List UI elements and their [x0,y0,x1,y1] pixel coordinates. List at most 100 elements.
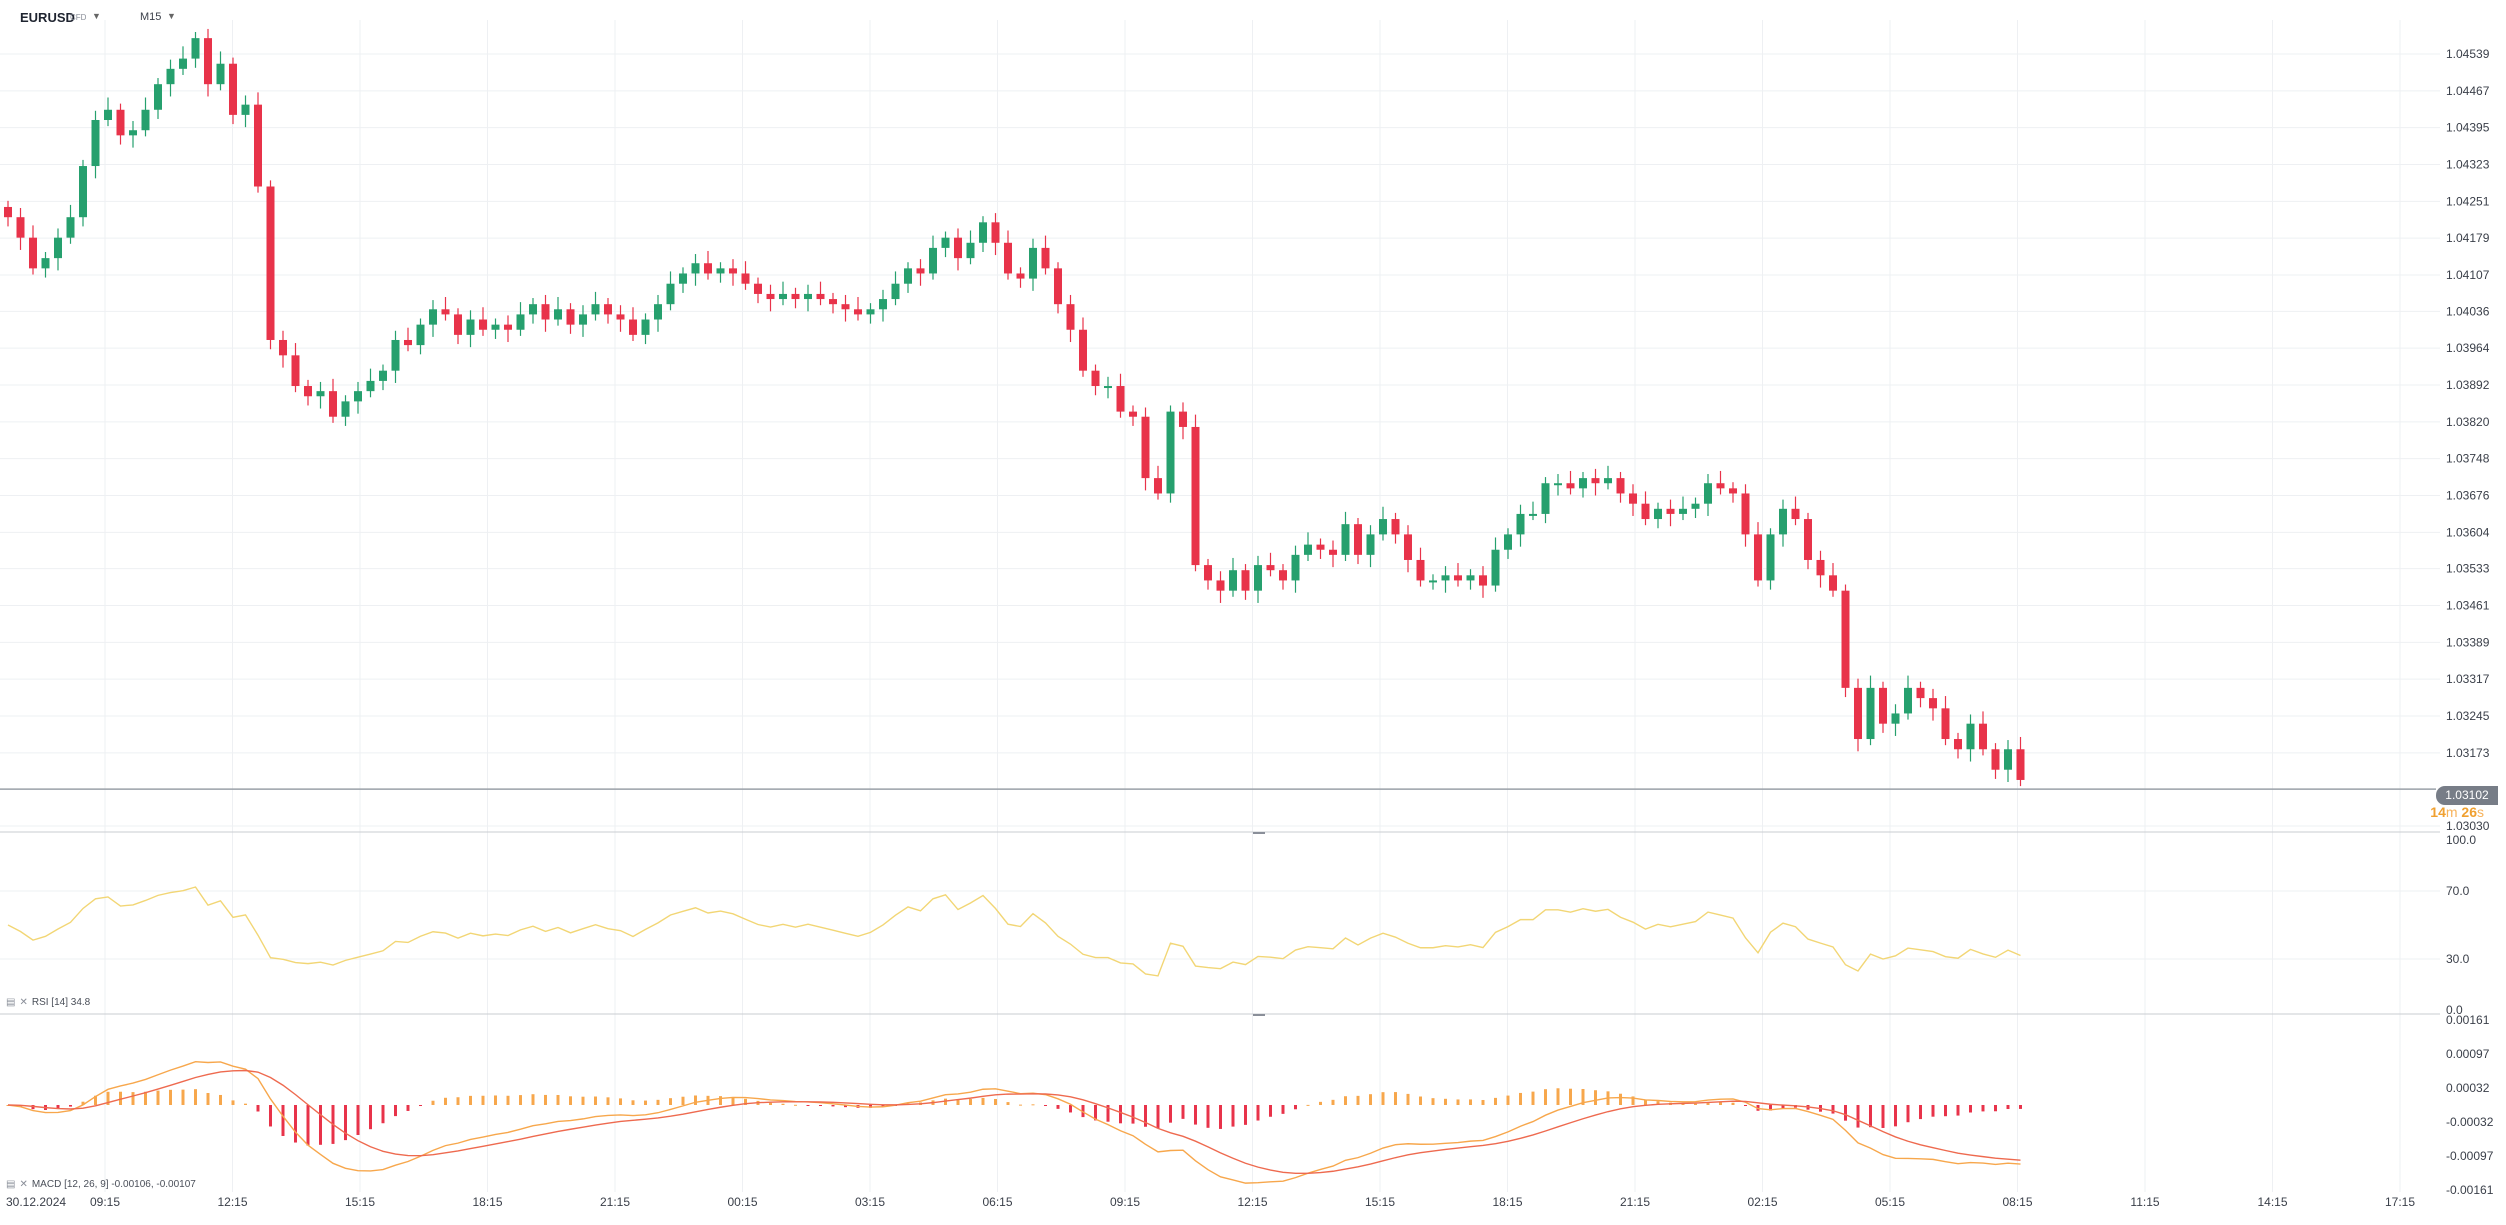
macd-histogram-bar [581,1096,585,1105]
rsi-line [7,886,2021,977]
candle-body [329,391,337,417]
candle-body [954,237,962,259]
candle-body [1191,426,1200,566]
macd-histogram-bar [1969,1105,1972,1113]
candle-body [66,217,75,238]
macd-histogram-bar [1531,1091,1535,1105]
candle-body [1516,513,1525,535]
symbol-dropdown-icon[interactable]: ▼ [92,11,101,21]
price-tick-label: 1.04467 [2446,84,2490,98]
macd-histogram-bar [1981,1105,1985,1112]
candle-body [1691,503,1700,509]
candle-body [1141,416,1150,479]
candle-body [529,304,537,315]
macd-tick-label: -0.00161 [2446,1183,2494,1197]
candle-body [1779,508,1787,535]
macd-histogram-bar [1219,1105,1222,1129]
macd-histogram-bar [1144,1105,1147,1127]
macd-tick-label: 0.00097 [2446,1047,2490,1061]
candle-body [16,217,25,238]
candle-body [616,314,625,320]
candle-body [1329,549,1337,555]
candle-body [1741,493,1750,535]
macd-legend: ▤ ✕ MACD [12, 26, 9] -0.00106, -0.00107 [6,1179,196,1190]
candle-body [1129,411,1137,417]
price-tick-label: 1.03030 [2446,819,2490,833]
macd-histogram-bar [1631,1096,1635,1105]
price-tick-label: 1.04179 [2446,231,2490,245]
macd-histogram-bar [1069,1105,1072,1113]
macd-histogram-bar [781,1103,785,1105]
candle-body [841,304,850,310]
rsi-axis: 100.0 70.0 30.0 0.0 [2446,833,2476,1017]
candle-body [1729,488,1737,494]
candle-body [804,293,812,300]
candle-body [391,339,400,371]
settings-icon[interactable]: ▤ [6,1179,16,1190]
price-tick-label: 1.03748 [2446,452,2490,466]
macd-histogram-bar [669,1098,672,1105]
candle-body [1504,534,1512,550]
macd-histogram-bar [1381,1092,1385,1105]
macd-histogram-bar [594,1096,597,1105]
candle-body [1591,478,1600,484]
candle-body [1766,534,1775,581]
macd-histogram-bar [1719,1102,1722,1105]
candle-body [516,314,525,330]
symbol-name[interactable]: EURUSD [20,10,75,25]
rsi-label: RSI [31,997,49,1008]
macd-histogram-bar [994,1098,997,1105]
candle-body [1841,590,1850,688]
macd-histogram-bar [831,1105,835,1107]
time-tick-label: 03:15 [855,1195,885,1209]
price-tick-label: 1.03533 [2446,562,2490,576]
macd-histogram-bar [769,1102,772,1105]
candle-body [1941,708,1950,740]
price-tick-label: 1.03892 [2446,378,2490,392]
countdown-seconds: 26 [2461,804,2477,820]
macd-histogram-bar [1906,1105,1910,1123]
candle-body [279,339,287,356]
macd-histogram-bar [381,1105,385,1124]
candle-body [1679,508,1687,514]
close-icon[interactable]: ✕ [19,997,28,1008]
candle-body [291,355,300,387]
macd-histogram-bar [1194,1105,1197,1125]
timeframe-dropdown-icon[interactable]: ▼ [167,11,176,21]
candle-body [1416,559,1425,581]
macd-histogram-bar [344,1105,347,1141]
macd-histogram-bar [444,1097,447,1105]
macd-histogram-bar [619,1098,622,1105]
time-tick-label: 11:15 [2130,1195,2159,1209]
macd-histogram-bar [969,1099,972,1105]
macd-histogram-bar [881,1105,885,1107]
rsi-legend: ▤ ✕ RSI [14] 34.8 [6,997,90,1008]
time-tick-label: 05:15 [1875,1195,1905,1209]
macd-histogram-bar [1994,1105,1997,1112]
price-tick-label: 1.03676 [2446,489,2490,503]
candle-body [1804,519,1812,560]
countdown-seconds-unit: s [2477,804,2484,820]
time-axis: 30.12.2024 09:15 12:15 15:15 18:15 21:15 00:15… [6,1195,2415,1209]
macd-histogram-bar [1619,1093,1622,1105]
candle-body [866,309,875,315]
candle-body [1066,304,1075,330]
candle-body [191,38,200,59]
macd-histogram-bar [1256,1105,1260,1121]
settings-icon[interactable]: ▤ [6,997,16,1008]
macd-histogram-bar [844,1105,847,1108]
candle-body [129,130,137,136]
macd-histogram-bar [681,1096,685,1105]
price-tick-label: 1.04107 [2446,268,2490,282]
macd-histogram-bar [56,1105,60,1109]
candle-body [554,309,562,320]
macd-histogram-bar [569,1096,572,1105]
timeframe-selector[interactable]: M15 [140,11,162,23]
candle-body [1116,386,1125,412]
price-tick-label: 1.04036 [2446,304,2490,318]
candle-body [1629,493,1637,504]
close-icon[interactable]: ✕ [19,1179,28,1190]
price-tick-label: 1.03461 [2446,599,2490,613]
candle-body [1004,242,1012,274]
